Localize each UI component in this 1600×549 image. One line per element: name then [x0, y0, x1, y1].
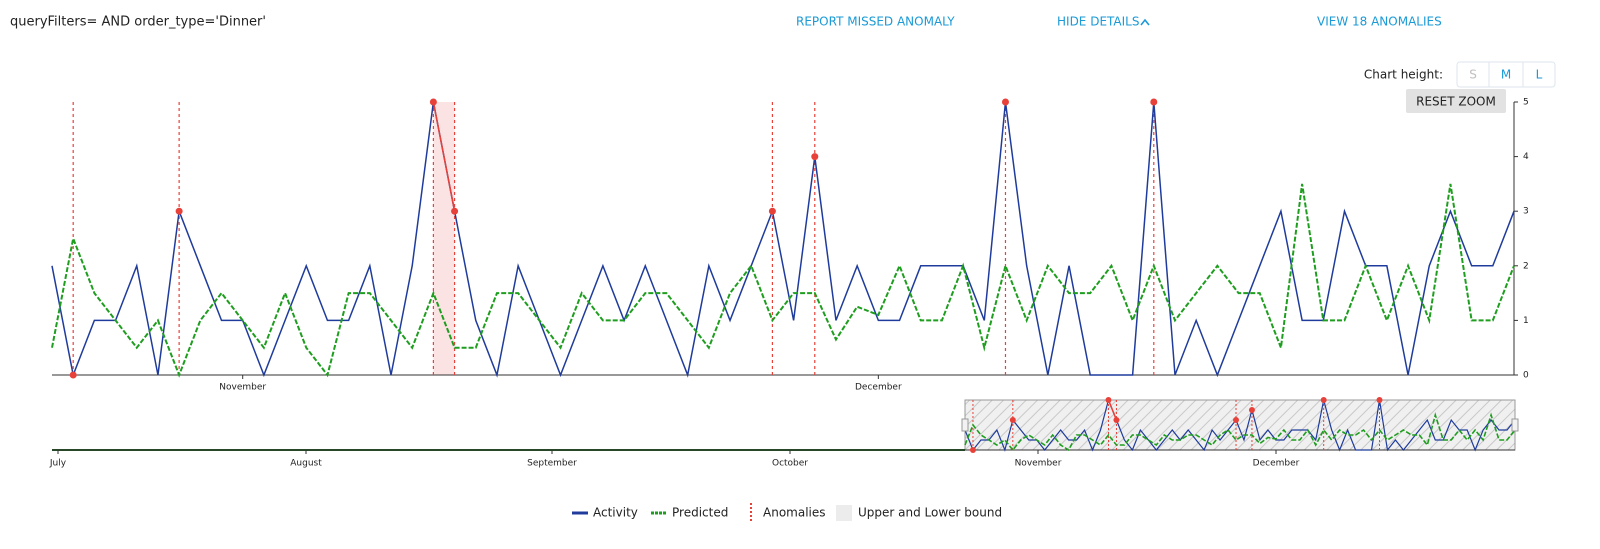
size-toggle	[1456, 61, 1556, 88]
navigator-anomaly-dot	[1105, 397, 1112, 403]
series-line	[964, 412, 1516, 452]
navigator-label: July	[49, 459, 67, 469]
anomaly-dot	[1150, 98, 1158, 106]
anomaly-link	[1107, 399, 1118, 421]
bound-band	[433, 102, 455, 375]
navigator-handle	[961, 418, 969, 432]
anomaly-dot	[811, 153, 819, 161]
view-anomalies-link[interactable]: VIEW 18 ANOMALIES	[1317, 15, 1442, 29]
y-tick-label: 0	[1523, 371, 1529, 381]
anomaly-dot	[429, 98, 437, 106]
navigator-label: December	[1253, 459, 1300, 469]
x-tick-label: November	[219, 383, 266, 393]
report-link[interactable]: REPORT MISSED ANOMALY	[796, 15, 955, 29]
anomaly-dot	[1001, 98, 1009, 106]
navigator-anomaly-dot	[1113, 417, 1120, 423]
anomaly-dot	[768, 207, 776, 215]
navigator-label: November	[1015, 459, 1062, 469]
navigator-anomaly-dot	[1009, 417, 1016, 423]
y-tick-label: 2	[1523, 261, 1529, 271]
y-tick-label: 1	[1523, 316, 1529, 326]
navigator-label: September	[527, 459, 577, 469]
chart-height-label: Chart height:	[1364, 68, 1443, 82]
y-tick-label: 3	[1523, 207, 1529, 217]
reset-zoom-button[interactable]	[1406, 89, 1506, 113]
reset-zoom-label[interactable]: RESET ZOOM	[1416, 95, 1496, 109]
navigator-anomaly-dot	[969, 447, 976, 453]
series-line	[51, 101, 1515, 378]
size-s[interactable]: S	[1469, 68, 1477, 82]
navigator-anomaly-dot	[1233, 417, 1240, 423]
navigator-anomaly-dot	[1320, 397, 1327, 403]
legend-label: Activity	[593, 506, 638, 520]
size-l[interactable]: L	[1536, 68, 1543, 82]
hide-details-link[interactable]: HIDE DETAILS	[1057, 15, 1139, 29]
anomaly-dot	[69, 371, 77, 379]
y-tick-label: 4	[1523, 152, 1529, 162]
chevron-icon	[1140, 18, 1150, 26]
size-m[interactable]: M	[1501, 68, 1511, 82]
series-line	[51, 183, 1515, 378]
anomaly-dot	[451, 207, 459, 215]
anomaly-link	[432, 101, 456, 212]
legend-bound	[836, 505, 852, 521]
anomaly-dot	[175, 207, 183, 215]
legend-label: Upper and Lower bound	[858, 506, 1002, 520]
navigator-anomaly-dot	[1376, 397, 1383, 403]
query-filter: queryFilters= AND order_type='Dinner'	[10, 15, 266, 30]
navigator-anomaly-dot	[1248, 407, 1255, 413]
series-line	[964, 398, 1516, 452]
legend-label: Predicted	[672, 506, 728, 520]
navigator-label: October	[772, 459, 808, 469]
navigator-label: August	[290, 459, 322, 469]
legend-label: Anomalies	[763, 506, 826, 520]
navigator-handle	[1511, 418, 1519, 432]
x-tick-label: December	[855, 383, 902, 393]
y-tick-label: 5	[1523, 98, 1529, 108]
